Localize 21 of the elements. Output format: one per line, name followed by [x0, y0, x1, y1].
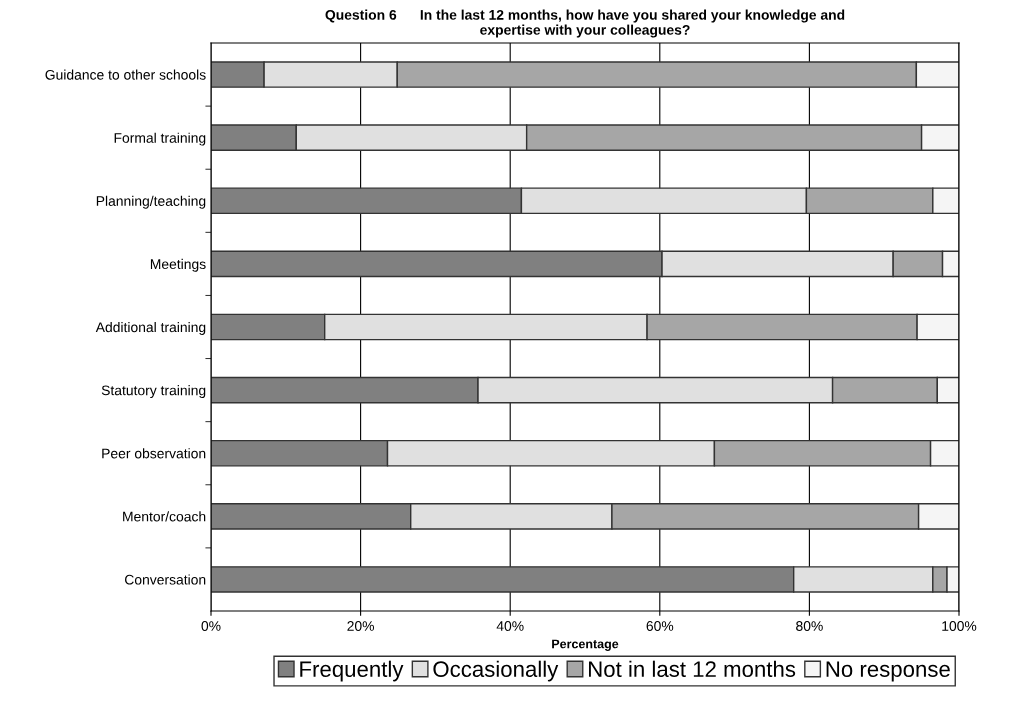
- x-tick-label: 20%: [347, 621, 375, 631]
- x-axis-title: Percentage: [552, 639, 619, 651]
- y-tick-label: Additional training: [95, 321, 206, 335]
- legend-label: Frequently: [300, 660, 404, 682]
- legend-label: No response: [826, 661, 950, 682]
- y-tick-label: Formal training: [114, 132, 206, 146]
- legend-label: Occasionally: [433, 660, 559, 682]
- y-tick-label: Conversation: [125, 574, 206, 585]
- x-tick-label: 100%: [942, 621, 977, 631]
- chart-title: Question 6 In the last 12 months, how have you shared your knowledge and expertise with your colleagues?: [325, 9, 845, 38]
- y-tick-label: Peer observation: [102, 448, 206, 459]
- y-tick-label: Guidance to other schools: [45, 69, 206, 80]
- y-tick-label: Statutory training: [101, 385, 206, 399]
- y-tick-label: Planning/teaching: [96, 195, 206, 209]
- x-tick-label: 80%: [796, 621, 823, 631]
- legend-label: Not in last 12 months: [589, 660, 796, 678]
- x-tick-label: 0%: [201, 621, 221, 631]
- y-tick-label: Mentor/coach: [123, 511, 206, 522]
- x-tick-label: 60%: [646, 621, 674, 631]
- y-tick-label: Meetings: [150, 258, 206, 272]
- x-tick-label: 40%: [496, 621, 524, 631]
